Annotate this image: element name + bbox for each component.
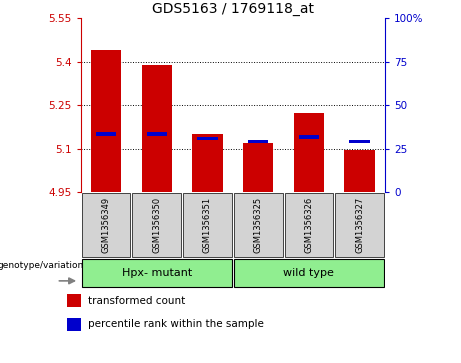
FancyBboxPatch shape <box>183 193 232 257</box>
Text: transformed count: transformed count <box>88 296 185 306</box>
Bar <box>248 139 268 143</box>
Bar <box>147 132 167 136</box>
FancyBboxPatch shape <box>234 259 384 287</box>
FancyBboxPatch shape <box>132 193 181 257</box>
Bar <box>192 134 223 192</box>
Text: percentile rank within the sample: percentile rank within the sample <box>88 319 264 330</box>
FancyBboxPatch shape <box>234 193 283 257</box>
Text: GSM1356349: GSM1356349 <box>101 197 111 253</box>
Bar <box>299 135 319 139</box>
Bar <box>294 113 324 192</box>
Bar <box>349 139 370 143</box>
Text: GSM1356326: GSM1356326 <box>304 197 313 253</box>
Text: GSM1356350: GSM1356350 <box>152 197 161 253</box>
Bar <box>67 294 81 307</box>
Bar <box>142 65 172 192</box>
FancyBboxPatch shape <box>284 193 333 257</box>
Bar <box>67 318 81 331</box>
Text: Hpx- mutant: Hpx- mutant <box>122 268 192 278</box>
Text: wild type: wild type <box>284 268 334 278</box>
Bar <box>197 136 218 140</box>
Title: GDS5163 / 1769118_at: GDS5163 / 1769118_at <box>152 2 314 16</box>
FancyBboxPatch shape <box>82 193 130 257</box>
Bar <box>344 150 375 192</box>
Text: genotype/variation: genotype/variation <box>0 261 83 270</box>
FancyBboxPatch shape <box>82 259 232 287</box>
FancyBboxPatch shape <box>335 193 384 257</box>
Text: GSM1356325: GSM1356325 <box>254 197 263 253</box>
Bar <box>243 143 273 192</box>
Bar <box>96 132 116 136</box>
Text: GSM1356351: GSM1356351 <box>203 197 212 253</box>
Text: GSM1356327: GSM1356327 <box>355 197 364 253</box>
Bar <box>91 50 121 192</box>
